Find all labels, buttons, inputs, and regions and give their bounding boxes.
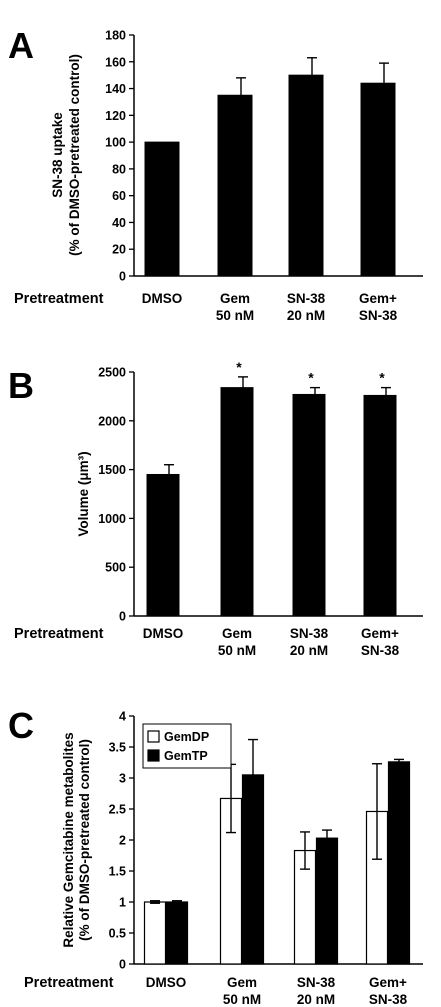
x-category-label: Gem [227,975,257,990]
bar [360,82,396,277]
x-category-label: SN-38 [290,626,329,641]
x-category-label: 20 nM [297,992,335,1007]
bar-gemdp [143,901,167,965]
x-category-label: SN-38 [369,992,408,1007]
y-tick-label: 0.5 [109,927,126,941]
y-tick-label: 2000 [98,414,126,428]
x-category-label: Gem+ [359,291,397,306]
bar-gemtp [315,837,339,965]
x-category-label: Gem [222,626,252,641]
y-tick-label: 1000 [98,512,126,526]
y-tick-label: 2.5 [109,803,126,817]
y-axis-label: (% of DMSO-pretreated control) [67,54,82,256]
y-tick-label: 2500 [98,366,126,380]
y-tick-label: 160 [105,55,126,69]
y-tick-label: 2 [119,834,126,848]
legend-label: GemTP [164,749,208,763]
x-category-label: Gem+ [369,975,407,990]
legend-swatch [147,749,160,762]
panel-b-letter: B [8,365,34,406]
bar-gemtp [387,761,411,965]
y-tick-label: 0 [119,610,126,624]
bar [144,141,180,277]
y-axis-label: Volume (μm³) [76,451,91,536]
y-tick-label: 1.5 [109,865,126,879]
y-tick-label: 0 [119,270,126,284]
y-tick-label: 120 [105,109,126,123]
y-axis-label: SN-38 uptake [50,112,65,198]
y-tick-label: 3.5 [109,741,126,755]
panel-a-letter: A [8,25,34,66]
x-category-label: Gem [220,291,250,306]
x-category-label: SN-38 [359,308,398,323]
y-tick-label: 1 [119,896,126,910]
y-tick-label: 140 [105,82,126,96]
bar [217,94,253,277]
x-axis-label: Pretreatment [24,975,114,991]
x-category-label: 20 nM [290,643,328,658]
y-tick-label: 20 [112,243,126,257]
x-category-label: 50 nM [218,643,256,658]
legend-label: GemDP [164,730,209,744]
y-axis-label: (% of DMSO-pretreated control) [77,739,92,941]
y-tick-label: 180 [105,29,126,43]
y-tick-label: 80 [112,162,126,176]
y-tick-label: 4 [119,710,126,724]
y-tick-label: 60 [112,189,126,203]
bar [288,74,324,277]
y-tick-label: 3 [119,772,126,786]
y-tick-label: 500 [105,561,126,575]
x-category-label: Gem+ [361,626,399,641]
x-category-label: DMSO [143,626,184,641]
y-tick-label: 100 [105,136,126,150]
y-tick-label: 40 [112,216,126,230]
bar [363,394,397,617]
y-tick-label: 1500 [98,463,126,477]
significance-star: * [379,370,385,386]
panel-c-chart: C 0 0.5 1 1.5 2 2.5 3 3.5 4 Relative Gemcitabine … [8,705,423,1007]
bar [292,393,326,617]
x-category-label: 50 nM [223,992,261,1007]
significance-star: * [236,359,242,375]
legend-swatch [147,730,160,743]
bar [220,387,254,617]
x-category-label: DMSO [142,291,183,306]
x-category-label: DMSO [146,975,187,990]
significance-star: * [308,370,314,386]
x-axis-label: Pretreatment [14,626,104,642]
panel-c-letter: C [8,705,34,746]
bar [146,473,180,617]
panel-b-chart: B 0 500 1000 1500 2000 2500 Volume (μm³) DMSO Ge… [8,359,423,658]
x-category-label: 20 nM [287,308,325,323]
panel-a-chart: A 0 20 40 60 80 100 120 140 160 180 SN-38 uptake (%… [8,25,423,323]
x-category-label: SN-38 [361,643,400,658]
x-axis-label: Pretreatment [14,291,104,307]
x-category-label: 50 nM [216,308,254,323]
bar-gemtp [165,901,189,965]
y-axis-label: Relative Gemcitabine metabolites [61,732,76,947]
x-category-label: SN-38 [297,975,336,990]
y-tick-label: 0 [119,958,126,972]
x-category-label: SN-38 [287,291,326,306]
